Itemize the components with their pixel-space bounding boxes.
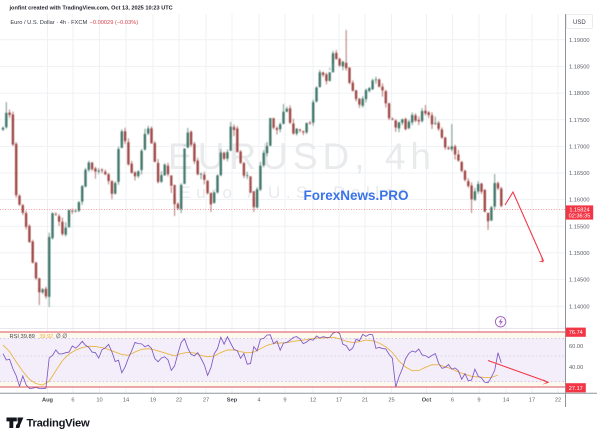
svg-text:1.16500: 1.16500 [569, 171, 590, 177]
svg-text:1.17000: 1.17000 [569, 145, 590, 151]
svg-text:1.14000: 1.14000 [569, 304, 590, 310]
svg-text:TradingView: TradingView [27, 417, 90, 429]
svg-text:02:36:35: 02:36:35 [569, 214, 591, 220]
svg-text:Sep: Sep [227, 398, 238, 404]
svg-text:USD: USD [573, 20, 586, 26]
svg-text:9: 9 [477, 398, 480, 404]
svg-text:Ø Ø: Ø Ø [56, 334, 67, 340]
svg-text:1.19000: 1.19000 [569, 38, 590, 44]
svg-text:jonfint created with TradingVi: jonfint created with TradingView.com, Oc… [9, 6, 173, 12]
svg-text:4: 4 [257, 398, 260, 404]
svg-text:1.18000: 1.18000 [569, 91, 590, 97]
svg-text:Oct: Oct [422, 398, 432, 404]
svg-text:1.14500: 1.14500 [569, 278, 590, 284]
svg-text:12: 12 [310, 398, 316, 404]
svg-text:Euro / U.S. Dollar · 4h · FXCM: Euro / U.S. Dollar · 4h · FXCM [10, 20, 87, 26]
svg-text:1.15824: 1.15824 [569, 208, 589, 214]
svg-text:1.16000: 1.16000 [569, 198, 590, 204]
svg-text:9: 9 [283, 398, 286, 404]
svg-text:10: 10 [96, 398, 102, 404]
svg-text:6: 6 [71, 398, 74, 404]
svg-text:17: 17 [529, 398, 535, 404]
svg-text:−0.00029 (−0.03%): −0.00029 (−0.03%) [90, 20, 139, 26]
svg-text:ForexNews.PRO: ForexNews.PRO [304, 188, 409, 203]
svg-text:22: 22 [555, 398, 561, 404]
svg-text:25: 25 [388, 398, 394, 404]
svg-text:27: 27 [203, 398, 209, 404]
svg-text:76.74: 76.74 [569, 330, 583, 336]
svg-text:EURUSD, 4h: EURUSD, 4h [168, 136, 436, 177]
svg-text:21: 21 [362, 398, 368, 404]
svg-text:6: 6 [451, 398, 454, 404]
svg-text:1.17500: 1.17500 [569, 118, 590, 124]
svg-text:39.92: 39.92 [40, 334, 54, 340]
svg-text:1.18500: 1.18500 [569, 65, 590, 71]
svg-text:14: 14 [123, 398, 129, 404]
svg-text:40.00: 40.00 [569, 365, 583, 371]
svg-text:1.15000: 1.15000 [569, 251, 590, 257]
svg-text:Euro / U.S. Dollar: Euro / U.S. Dollar [179, 183, 410, 202]
svg-text:Aug: Aug [42, 398, 54, 404]
svg-text:27.17: 27.17 [569, 386, 583, 392]
svg-text:19: 19 [150, 398, 156, 404]
svg-text:60.00: 60.00 [569, 344, 583, 350]
svg-text:14: 14 [503, 398, 509, 404]
svg-text:RSI 39.89: RSI 39.89 [10, 334, 35, 340]
svg-text:17: 17 [336, 398, 342, 404]
svg-text:1.15500: 1.15500 [569, 224, 590, 230]
svg-text:22: 22 [176, 398, 182, 404]
